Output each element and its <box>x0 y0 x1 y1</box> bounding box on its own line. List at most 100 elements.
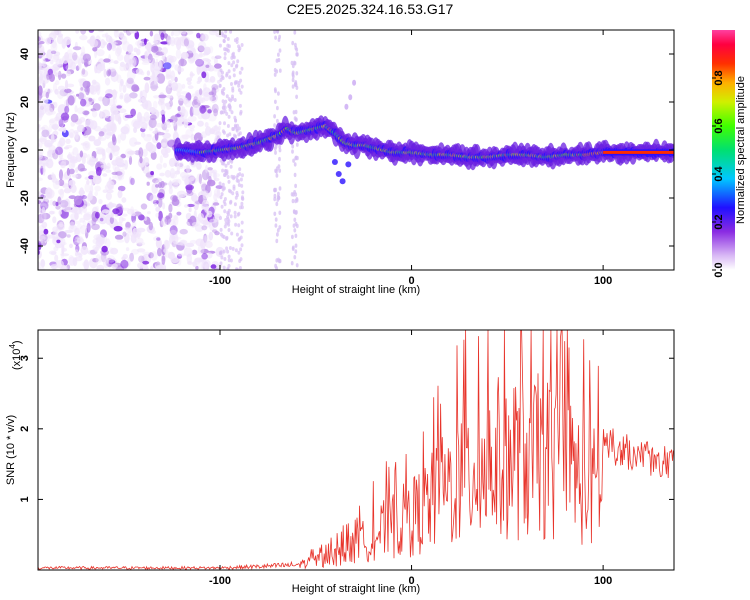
noise-speckle <box>49 119 55 124</box>
streak-speckle <box>293 162 297 167</box>
noise-speckle <box>161 255 166 265</box>
noise-speckle <box>47 110 56 115</box>
noise-speckle <box>219 227 223 232</box>
noise-speckle <box>58 70 62 81</box>
noise-speckle <box>183 247 193 257</box>
noise-speckle <box>76 93 80 97</box>
noise-speckle <box>157 100 165 105</box>
noise-speckle <box>80 245 89 255</box>
noise-speckle <box>106 255 116 263</box>
noise-speckle <box>108 202 112 211</box>
noise-speckle <box>62 183 70 189</box>
noise-speckle <box>82 205 88 214</box>
noise-speckle <box>162 62 172 70</box>
noise-speckle <box>234 64 238 69</box>
noise-speckle <box>38 229 45 241</box>
noise-speckle <box>151 71 156 81</box>
noise-speckle <box>75 256 83 262</box>
noise-speckle <box>195 238 205 247</box>
noise-speckle <box>161 216 168 227</box>
noise-speckle <box>211 103 219 114</box>
noise-speckle <box>98 135 102 140</box>
noise-speckle <box>191 249 198 255</box>
noise-speckle <box>79 187 84 197</box>
noise-speckle <box>163 247 168 255</box>
noise-speckle <box>170 70 176 82</box>
noise-speckle <box>69 132 74 138</box>
noise-speckle <box>213 193 218 202</box>
noise-speckle <box>223 34 227 39</box>
noise-speckle <box>176 253 183 259</box>
noise-speckle <box>55 112 62 121</box>
noise-speckle <box>69 168 75 175</box>
snr-xlabel: Height of straight line (km) <box>292 583 420 595</box>
noise-speckle <box>76 124 85 133</box>
noise-speckle <box>55 146 64 155</box>
noise-speckle <box>52 216 57 224</box>
streak-speckle <box>294 249 298 254</box>
snr-frame <box>37 329 675 571</box>
noise-speckle <box>195 265 199 270</box>
colorbar-tick-label: 0.6 <box>713 118 725 133</box>
noise-speckle <box>89 39 99 48</box>
figure-title: C2E5.2025.324.16.53.G17 <box>287 1 454 17</box>
noise-speckle <box>71 174 79 178</box>
noise-speckle <box>92 175 102 180</box>
streak-speckle <box>278 148 282 153</box>
noise-speckle <box>113 60 119 65</box>
spectrogram-axes: -100 0 100 -40 -20 0 20 40 <box>19 30 674 287</box>
noise-speckle <box>227 114 231 119</box>
noise-speckle <box>54 30 62 35</box>
snr-ylabel: SNR (10 * v/v) <box>5 415 17 485</box>
streak-speckle <box>291 84 295 89</box>
noise-speckle <box>149 30 154 37</box>
noise-speckle <box>219 158 223 163</box>
noise-speckle <box>94 185 102 192</box>
noise-speckle <box>176 211 182 216</box>
noise-speckle <box>66 167 70 176</box>
noise-speckle <box>127 44 134 54</box>
noise-speckle <box>79 217 86 223</box>
noise-speckle <box>155 184 159 188</box>
noise-speckle <box>45 37 52 45</box>
noise-speckle <box>232 73 236 78</box>
noise-speckle <box>227 69 231 74</box>
noise-speckle <box>59 200 66 204</box>
noise-speckle <box>133 47 138 53</box>
noise-speckle <box>161 142 167 147</box>
noise-speckle <box>229 164 233 169</box>
noise-speckle <box>186 203 195 208</box>
snr-ytick-label: 2 <box>19 426 31 432</box>
noise-speckle <box>164 169 171 178</box>
noise-speckle <box>162 202 166 210</box>
noise-speckle <box>177 95 186 101</box>
streak-speckle <box>278 225 282 230</box>
noise-speckle <box>224 163 228 168</box>
noise-speckle <box>74 252 79 257</box>
ridge-strong-core <box>603 150 674 154</box>
noise-speckle <box>192 261 198 267</box>
noise-speckle <box>172 215 178 221</box>
noise-speckle <box>180 30 187 35</box>
noise-speckle <box>172 181 179 189</box>
noise-speckle <box>138 241 146 246</box>
ridge-offshoot <box>344 103 349 110</box>
streak-speckle <box>294 183 297 189</box>
noise-speckle <box>80 69 89 77</box>
noise-speckle <box>108 259 116 265</box>
noise-speckle <box>76 237 85 244</box>
noise-speckle <box>95 205 99 213</box>
noise-speckle <box>58 231 67 239</box>
noise-speckle <box>74 105 78 113</box>
noise-speckle <box>85 227 89 239</box>
noise-speckle <box>155 264 163 270</box>
ridge-offshoot <box>348 94 353 101</box>
noise-speckle <box>218 121 222 126</box>
noise-speckle <box>202 87 212 97</box>
noise-speckle <box>227 258 231 263</box>
noise-speckle <box>173 37 182 46</box>
noise-speckle <box>70 184 77 194</box>
noise-speckle <box>205 164 208 173</box>
noise-speckle <box>221 234 225 239</box>
noise-speckle <box>117 185 126 192</box>
